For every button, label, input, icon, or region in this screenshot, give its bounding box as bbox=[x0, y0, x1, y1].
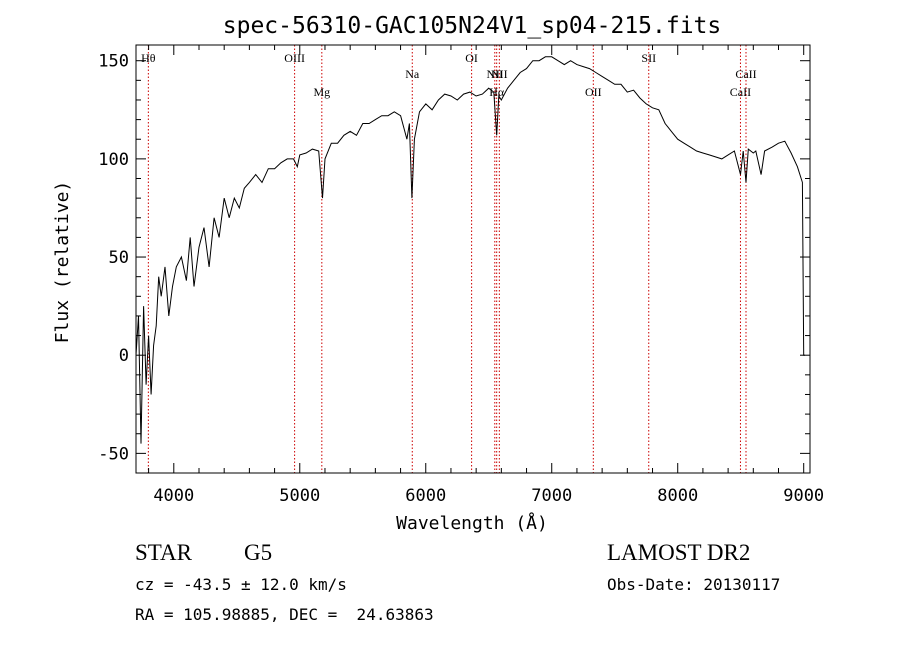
line-marker-label: OI bbox=[465, 51, 478, 65]
line-marker-label: CaII bbox=[730, 85, 751, 99]
class-label: STAR bbox=[135, 540, 193, 565]
x-axis-label: Wavelength (Å) bbox=[396, 512, 548, 534]
y-tick-label: 0 bbox=[119, 346, 129, 366]
line-marker-label: Mg bbox=[313, 85, 330, 99]
chart-title: spec-56310-GAC105N24V1_sp04-215.fits bbox=[223, 13, 722, 39]
line-marker-label: CaII bbox=[735, 67, 756, 81]
subclass-label: G5 bbox=[244, 540, 272, 565]
plot-frame bbox=[135, 44, 811, 474]
x-axis-ticks: 4000 5000 6000 7000 8000 9000 bbox=[148, 45, 824, 506]
line-marker-label: OIII bbox=[284, 51, 305, 65]
line-marker-label: OII bbox=[585, 85, 602, 99]
coords-text: RA = 105.98885, DEC = 24.63863 bbox=[135, 605, 434, 624]
line-marker-label: Hα bbox=[489, 85, 505, 99]
obs-date-text: Obs-Date: 20130117 bbox=[607, 575, 780, 594]
x-tick-label: 9000 bbox=[783, 486, 824, 506]
line-marker-label: NII bbox=[486, 67, 503, 81]
x-tick-label: 7000 bbox=[531, 486, 572, 506]
y-tick-label: -50 bbox=[98, 444, 129, 464]
y-tick-label: 50 bbox=[109, 248, 129, 268]
x-tick-label: 5000 bbox=[279, 486, 320, 506]
y-axis-label: Flux (relative) bbox=[52, 181, 73, 344]
x-tick-label: 4000 bbox=[153, 486, 194, 506]
survey-label: LAMOST DR2 bbox=[607, 540, 750, 565]
line-marker-label: NII bbox=[491, 67, 508, 81]
cz-text: cz = -43.5 ± 12.0 km/s bbox=[135, 575, 347, 594]
line-marker-label: SII bbox=[641, 51, 656, 65]
y-tick-label: 150 bbox=[98, 52, 129, 72]
x-tick-label: 8000 bbox=[657, 486, 698, 506]
spectrum-line bbox=[135, 56, 805, 444]
spectral-line-labels: Hθ OIII Mg Na OI NII Hα NII OII SII CaII CaII bbox=[141, 51, 757, 99]
spectral-line-markers bbox=[147, 45, 747, 473]
y-axis-ticks: -50 0 50 100 150 bbox=[98, 52, 810, 464]
line-marker-label: Na bbox=[405, 67, 420, 81]
y-tick-label: 100 bbox=[98, 150, 129, 170]
x-tick-label: 6000 bbox=[405, 486, 446, 506]
line-marker-label: Hθ bbox=[141, 51, 156, 65]
